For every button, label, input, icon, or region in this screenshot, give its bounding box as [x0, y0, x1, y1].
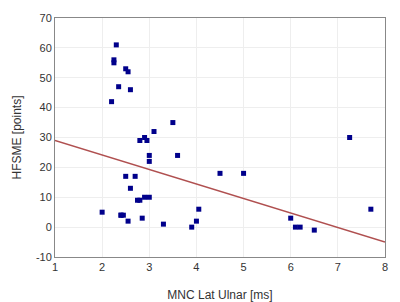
- svg-text:50: 50: [40, 72, 52, 84]
- svg-text:60: 60: [40, 42, 52, 54]
- svg-text:20: 20: [40, 161, 52, 173]
- svg-text:0: 0: [46, 221, 52, 233]
- svg-text:4: 4: [193, 261, 199, 273]
- svg-text:7: 7: [335, 261, 341, 273]
- svg-text:30: 30: [40, 131, 52, 143]
- svg-text:8: 8: [382, 261, 388, 273]
- svg-text:HFSME [points]: HFSME [points]: [10, 95, 24, 179]
- svg-text:1: 1: [52, 261, 58, 273]
- svg-text:70: 70: [40, 12, 52, 24]
- svg-text:6: 6: [288, 261, 294, 273]
- svg-text:5: 5: [241, 261, 247, 273]
- svg-text:3: 3: [146, 261, 152, 273]
- svg-text:-10: -10: [36, 251, 52, 263]
- svg-text:10: 10: [40, 191, 52, 203]
- svg-text:40: 40: [40, 101, 52, 113]
- svg-text:2: 2: [99, 261, 105, 273]
- svg-text:MNC Lat Ulnar [ms]: MNC Lat Ulnar [ms]: [167, 288, 272, 302]
